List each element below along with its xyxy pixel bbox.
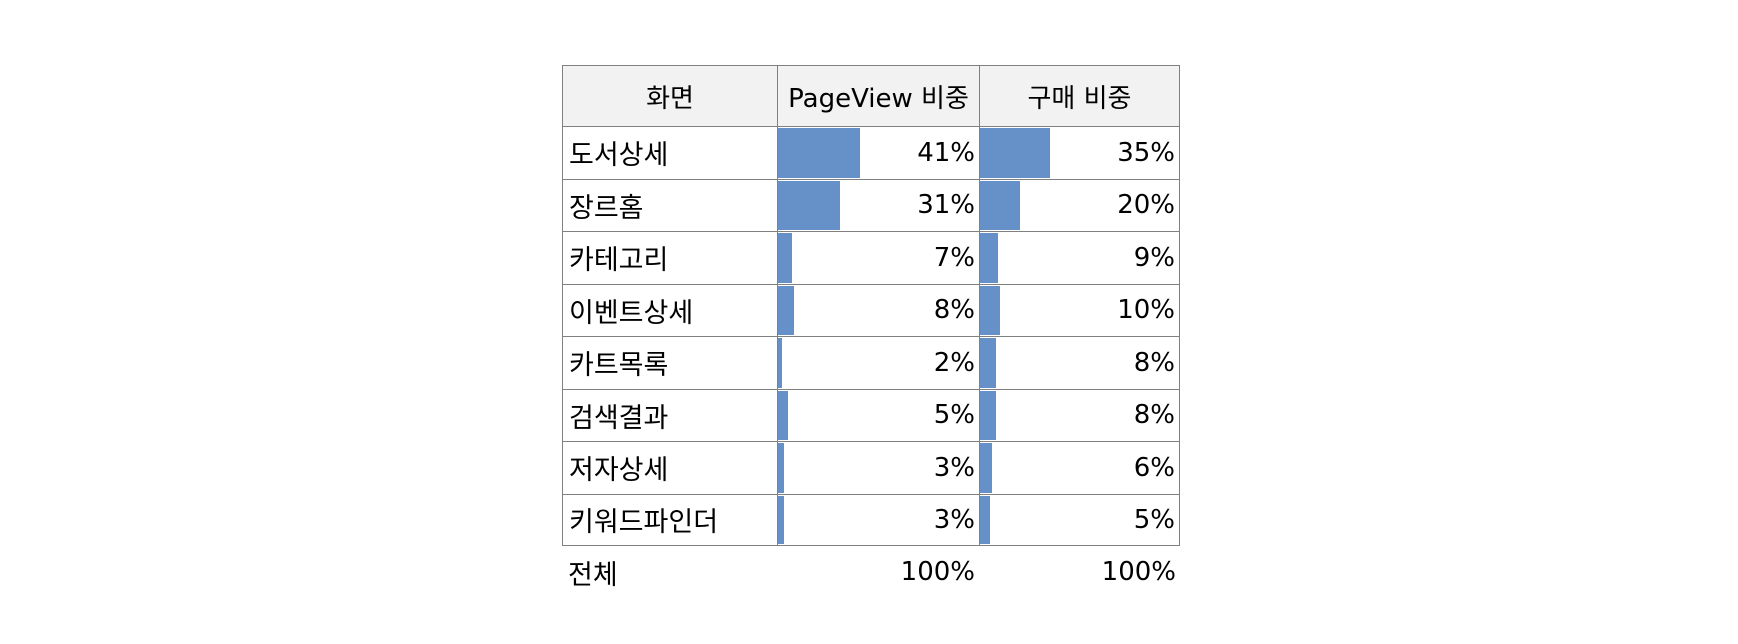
purchase-share-bar [980,338,996,388]
purchase-share-bar [980,180,1020,230]
total-purchase-value: 100% [1101,557,1176,588]
row-label: 키워드파인더 [569,507,719,539]
pageview-share-value: 5% [933,400,975,431]
table-row: 검색결과 5% 8% [562,388,1180,441]
table-row: 장르홈 31% 20% [562,178,1180,231]
table-row: 도서상세 41% 35% [562,126,1180,179]
screen-share-table: 화면 PageView 비중 구매 비중 도서상세 41% 35% 장르홈 31% 20%… [562,65,1180,599]
purchase-share-value: 9% [1133,242,1175,273]
total-row: 전체 100% 100% [562,546,1180,599]
pageview-share-value: 7% [933,242,975,273]
pageview-share-bar [778,128,860,178]
total-pageview-value: 100% [900,557,975,588]
column-header-purchase-share: 구매 비중 [979,65,1180,126]
purchase-share-value: 35% [1117,137,1175,168]
table-body: 도서상세 41% 35% 장르홈 31% 20% 카테고리 7% 9% 이벤트상세 8% 10% 카트목… [562,126,1180,546]
row-label: 카테고리 [569,245,669,277]
purchase-share-bar [980,128,1050,178]
table-row: 카테고리 7% 9% [562,231,1180,284]
purchase-share-value: 10% [1117,295,1175,326]
purchase-share-value: 6% [1133,452,1175,483]
row-label: 도서상세 [569,140,669,172]
purchase-share-value: 8% [1133,400,1175,431]
purchase-share-bar [980,390,996,440]
column-header-pageview-share: PageView 비중 [777,65,979,126]
pageview-share-bar [778,390,788,440]
pageview-share-bar [778,180,840,230]
pageview-share-value: 2% [933,347,975,378]
purchase-share-bar [980,443,992,493]
table-row: 키워드파인더 3% 5% [562,493,1180,546]
table-row: 저자상세 3% 6% [562,441,1180,494]
purchase-share-bar [980,285,1000,335]
row-label: 검색결과 [569,402,669,434]
column-header-screen: 화면 [562,65,777,126]
pageview-share-bar [778,338,782,388]
row-label: 장르홈 [569,192,644,224]
pageview-share-value: 31% [917,190,975,221]
pageview-share-bar [778,443,784,493]
pageview-share-value: 8% [933,295,975,326]
pageview-share-value: 3% [933,452,975,483]
table-row: 카트목록 2% 8% [562,336,1180,389]
purchase-share-value: 5% [1133,504,1175,535]
purchase-share-bar [980,495,990,544]
total-label: 전체 [568,559,618,591]
row-label: 카트목록 [569,350,669,382]
table-header-row: 화면 PageView 비중 구매 비중 [562,65,1180,126]
purchase-share-bar [980,233,998,283]
row-label: 저자상세 [569,455,669,487]
pageview-share-value: 3% [933,504,975,535]
purchase-share-value: 8% [1133,347,1175,378]
pageview-share-bar [778,285,794,335]
purchase-share-value: 20% [1117,190,1175,221]
row-label: 이벤트상세 [569,297,694,329]
table-row: 이벤트상세 8% 10% [562,283,1180,336]
pageview-share-bar [778,233,792,283]
pageview-share-value: 41% [917,137,975,168]
pageview-share-bar [778,495,784,544]
